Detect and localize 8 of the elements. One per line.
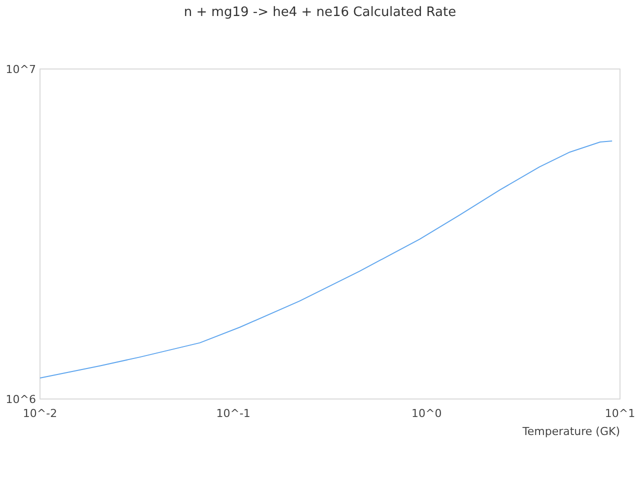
y-tick-label: 10^6 [6, 393, 36, 406]
x-axis-title: Temperature (GK) [522, 425, 620, 438]
x-tick-label: 10^1 [604, 407, 636, 420]
x-tick-label: 10^-2 [22, 407, 58, 420]
x-tick-label: 10^-1 [216, 407, 250, 420]
chart-title: n + mg19 -> he4 + ne16 Calculated Rate [184, 5, 456, 20]
x-tick-label: 10^0 [412, 407, 442, 420]
y-tick-label: 10^7 [6, 63, 36, 76]
